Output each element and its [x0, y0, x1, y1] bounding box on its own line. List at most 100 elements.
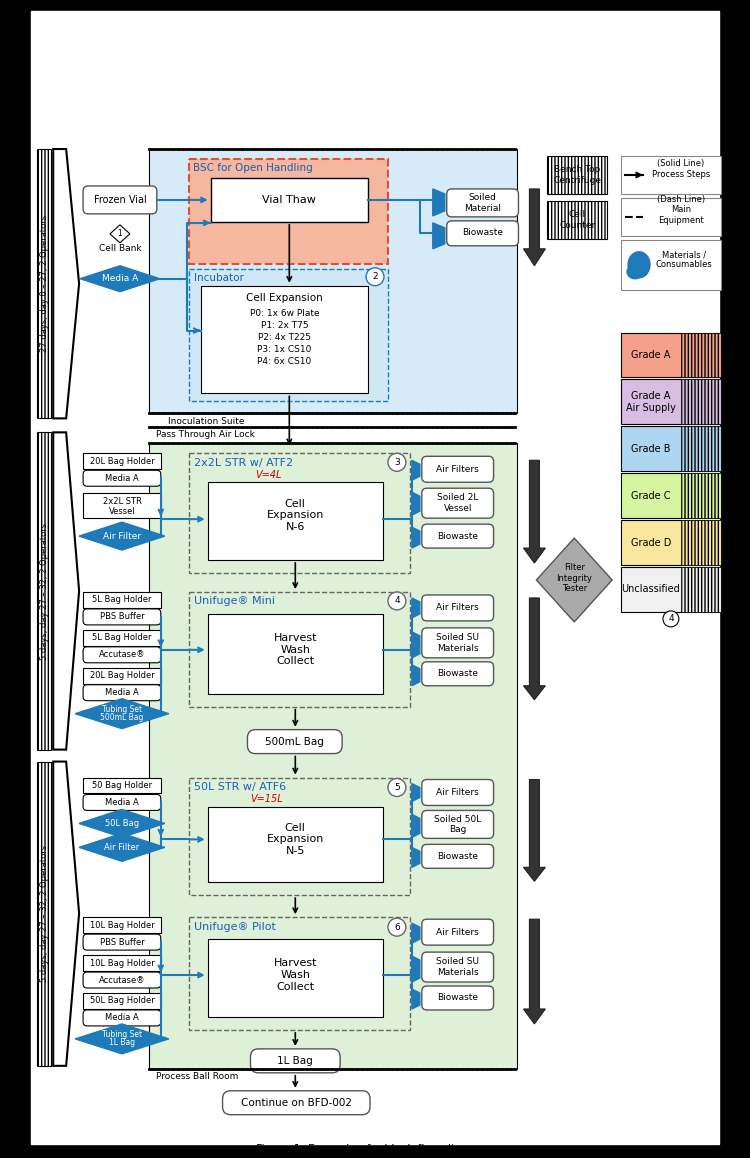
Bar	[83, 630, 160, 646]
Text: 50L STR w/ ATF6: 50L STR w/ ATF6	[194, 783, 286, 792]
Text: 50L Bag: 50L Bag	[105, 819, 139, 828]
Polygon shape	[79, 809, 165, 837]
Text: 10L Bag Holder: 10L Bag Holder	[89, 921, 154, 930]
Text: Vessel: Vessel	[109, 507, 135, 515]
Text: 5L Bag Holder: 5L Bag Holder	[92, 633, 152, 643]
Bar	[189, 917, 410, 1029]
FancyBboxPatch shape	[422, 952, 494, 982]
Text: Harvest
Wash
Collect: Harvest Wash Collect	[274, 633, 317, 667]
Text: Accutase®: Accutase®	[99, 975, 146, 984]
Bar	[83, 453, 160, 469]
Bar	[148, 149, 518, 413]
Text: 5 days, day 27 – 32, 2 Operators: 5 days, day 27 – 32, 2 Operators	[40, 522, 49, 660]
Polygon shape	[110, 225, 130, 243]
Polygon shape	[79, 522, 165, 550]
Text: Biowaste: Biowaste	[462, 228, 503, 237]
Polygon shape	[412, 848, 420, 867]
Circle shape	[388, 592, 406, 610]
Text: 500mL Bag: 500mL Bag	[100, 713, 144, 723]
Text: Biowaste: Biowaste	[437, 994, 479, 1003]
Text: Grade D: Grade D	[631, 537, 671, 548]
Text: P0: 1x 6w Plate: P0: 1x 6w Plate	[250, 309, 320, 318]
Polygon shape	[412, 598, 420, 618]
Circle shape	[388, 918, 406, 936]
Polygon shape	[412, 527, 420, 548]
Polygon shape	[433, 222, 445, 249]
FancyBboxPatch shape	[248, 730, 342, 754]
Polygon shape	[412, 632, 420, 658]
Polygon shape	[412, 814, 420, 837]
Polygon shape	[79, 834, 165, 862]
Text: 2x2L STR: 2x2L STR	[103, 497, 142, 506]
Bar	[621, 474, 721, 518]
Polygon shape	[433, 189, 445, 215]
FancyBboxPatch shape	[422, 456, 494, 482]
Text: Materials /
Consumables: Materials / Consumables	[656, 250, 712, 270]
Bar	[208, 939, 383, 1017]
Polygon shape	[412, 989, 420, 1009]
Text: Air Filter: Air Filter	[104, 843, 140, 852]
Text: 1L Bag: 1L Bag	[109, 1039, 135, 1047]
FancyBboxPatch shape	[447, 221, 518, 245]
Bar	[681, 380, 721, 424]
Polygon shape	[412, 784, 420, 801]
Bar	[681, 426, 721, 471]
Text: Bench Top
Centrifuge: Bench Top Centrifuge	[554, 166, 602, 184]
Text: Vial Thaw: Vial Thaw	[262, 195, 316, 205]
Text: PBS Buffer: PBS Buffer	[100, 613, 144, 622]
FancyBboxPatch shape	[422, 628, 494, 658]
Text: 1L Bag: 1L Bag	[278, 1056, 314, 1065]
Bar	[83, 955, 160, 972]
Bar	[211, 178, 368, 222]
FancyBboxPatch shape	[83, 470, 160, 486]
Text: Air Filters: Air Filters	[436, 787, 479, 797]
Bar	[548, 156, 608, 193]
Text: V=15L: V=15L	[251, 794, 283, 805]
Bar	[83, 668, 160, 683]
Text: 20L Bag Holder: 20L Bag Holder	[89, 456, 154, 466]
Bar	[189, 777, 410, 895]
Text: P2: 4x T225: P2: 4x T225	[258, 334, 310, 342]
Text: Media A: Media A	[102, 274, 138, 284]
FancyBboxPatch shape	[422, 489, 494, 518]
Bar	[189, 269, 388, 402]
Text: Tubing Set: Tubing Set	[102, 1031, 142, 1040]
FancyBboxPatch shape	[422, 844, 494, 868]
FancyBboxPatch shape	[422, 595, 494, 621]
Polygon shape	[524, 779, 545, 881]
Text: Biowaste: Biowaste	[437, 852, 479, 860]
Text: 2x2L STR w/ ATF2: 2x2L STR w/ ATF2	[194, 459, 292, 468]
FancyBboxPatch shape	[83, 794, 160, 811]
Text: 2: 2	[372, 272, 378, 281]
Text: Media A: Media A	[105, 474, 139, 483]
FancyBboxPatch shape	[83, 647, 160, 662]
Bar	[201, 286, 368, 394]
Text: Grade C: Grade C	[632, 491, 670, 500]
Circle shape	[663, 611, 679, 626]
Text: Figure 1: Example of a block flow diagram.: Figure 1: Example of a block flow diagra…	[256, 1144, 494, 1153]
Text: V=4L: V=4L	[256, 470, 282, 481]
Polygon shape	[53, 432, 79, 749]
Text: 50L Bag Holder: 50L Bag Holder	[89, 997, 154, 1005]
Polygon shape	[412, 923, 420, 943]
Polygon shape	[524, 189, 545, 265]
Bar	[681, 332, 721, 378]
Bar	[621, 240, 721, 290]
Circle shape	[388, 778, 406, 797]
Text: PBS Buffer: PBS Buffer	[100, 938, 144, 946]
Bar	[83, 777, 160, 793]
Text: (Dash Line)
Main
Equipment: (Dash Line) Main Equipment	[657, 195, 705, 225]
Ellipse shape	[628, 251, 650, 278]
Text: (Solid Line)
Process Steps: (Solid Line) Process Steps	[652, 160, 710, 178]
Text: Soiled
Material: Soiled Material	[464, 193, 501, 213]
FancyBboxPatch shape	[422, 985, 494, 1010]
Text: Cell
Expansion
N-6: Cell Expansion N-6	[266, 499, 324, 532]
Text: Unclassified: Unclassified	[622, 585, 680, 594]
Polygon shape	[412, 460, 420, 481]
Ellipse shape	[627, 265, 643, 279]
Text: Media A: Media A	[105, 1013, 139, 1023]
Text: Process Ball Room: Process Ball Room	[156, 1072, 238, 1082]
Bar	[681, 520, 721, 565]
Text: Cell
Expansion
N-5: Cell Expansion N-5	[266, 823, 324, 856]
Circle shape	[388, 453, 406, 471]
